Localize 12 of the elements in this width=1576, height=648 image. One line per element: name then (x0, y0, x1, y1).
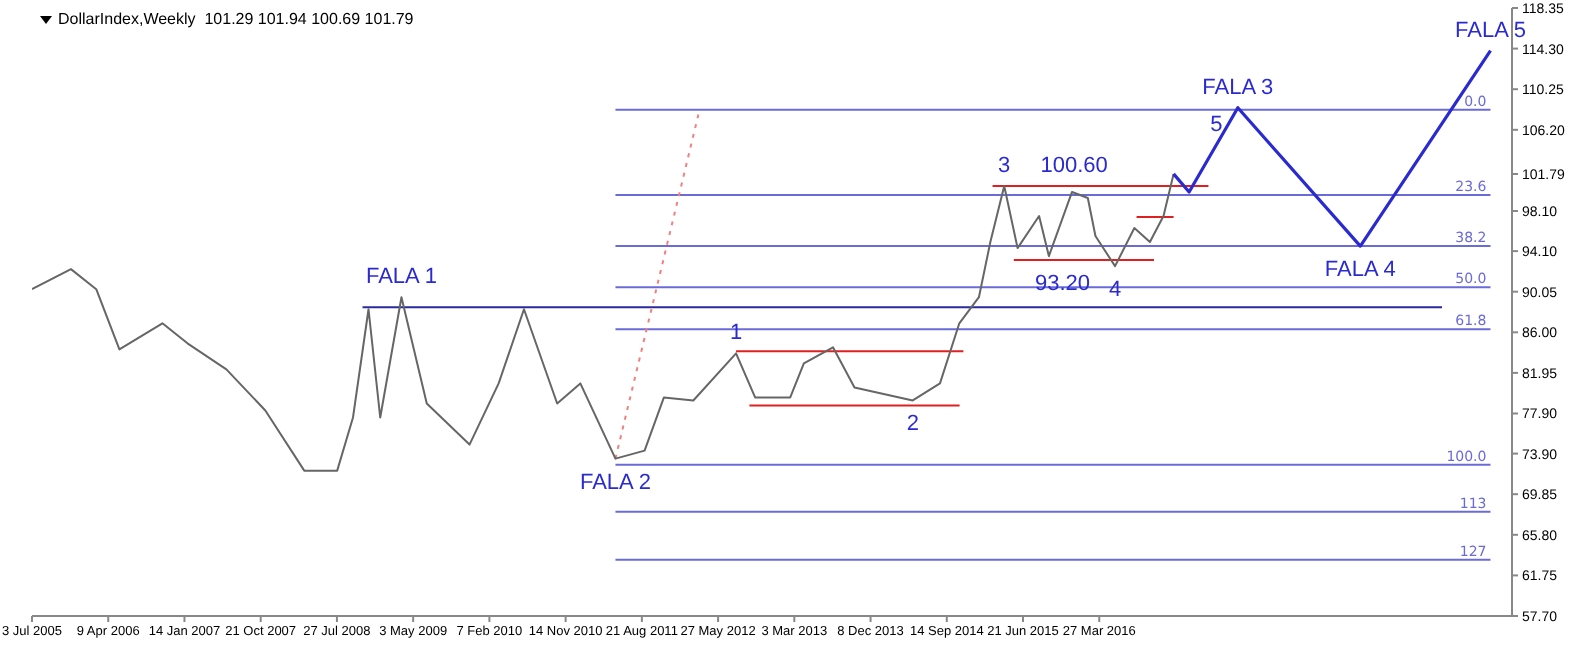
line-series (1171, 49, 1493, 248)
annotation: 3 (998, 153, 1011, 178)
annotation: FALA 5 (1455, 18, 1526, 43)
annotation: 2 (906, 412, 919, 437)
annotation: 5 (1210, 112, 1223, 137)
annotation: FALA 3 (1202, 75, 1274, 100)
annotation: FALA 2 (579, 470, 651, 495)
annotation: 100.60 (1040, 153, 1108, 178)
chart-title: DollarIndex,Weekly 101.29 101.94 100.69 101.79 (58, 10, 414, 28)
annotation: FALA 1 (365, 265, 437, 290)
line-series (32, 172, 1175, 472)
annotation: FALA 4 (1324, 258, 1396, 283)
